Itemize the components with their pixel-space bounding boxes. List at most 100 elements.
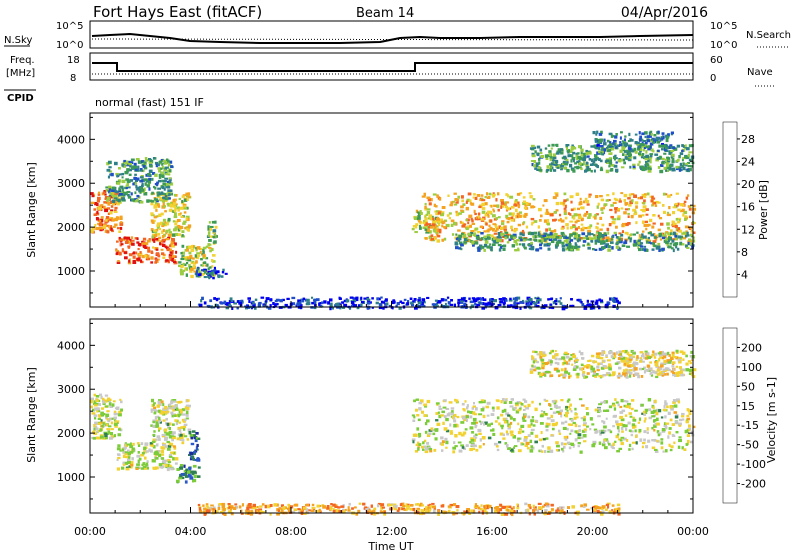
scatter-cell (129, 450, 134, 454)
scatter-cell (618, 238, 622, 242)
scatter-cell (690, 350, 693, 354)
scatter-cell (128, 163, 132, 166)
scatter-cell (616, 361, 620, 364)
scatter-cell (183, 211, 187, 214)
scatter-cell (261, 511, 265, 514)
scatter-cell (107, 425, 112, 428)
scatter-cell (110, 225, 113, 229)
scatter-cell (537, 233, 541, 236)
scatter-cell (661, 132, 665, 135)
scatter-cell (497, 216, 501, 219)
scatter-cell (224, 302, 229, 306)
scatter-cell (645, 248, 649, 252)
scatter-cell (151, 403, 154, 408)
scatter-cell (182, 433, 185, 437)
scatter-cell (680, 415, 685, 418)
scatter-cell (562, 202, 566, 205)
scatter-cell (512, 236, 517, 239)
scatter-cell (603, 148, 607, 152)
scatter-cell (561, 362, 565, 366)
scatter-cell (529, 147, 533, 150)
scatter-cell (135, 158, 140, 161)
scatter-cell (485, 506, 489, 510)
scatter-cell (505, 214, 509, 219)
scatter-cell (129, 179, 133, 182)
scatter-cell (500, 232, 505, 236)
scatter-cell (575, 152, 579, 156)
scatter-cell (588, 158, 591, 161)
scatter-cell (643, 195, 647, 199)
scatter-cell (172, 202, 177, 206)
scatter-cell (533, 164, 536, 168)
scatter-cell (165, 417, 168, 421)
scatter-cell (675, 217, 678, 221)
nsky-trace (91, 32, 694, 44)
scatter-cell (502, 437, 506, 440)
scatter-cell (653, 236, 657, 239)
scatter-cell (166, 180, 170, 184)
scatter-cell (486, 196, 491, 199)
scatter-cell (171, 243, 174, 246)
scatter-cell (563, 155, 567, 159)
scatter-cell (631, 399, 635, 402)
scatter-cell (684, 232, 689, 236)
scatter-cell (140, 442, 144, 446)
scatter-cell (469, 440, 472, 444)
scatter-cell (115, 249, 118, 252)
scatter-cell (148, 238, 151, 241)
scatter-cell (576, 416, 579, 419)
scatter-cell (417, 298, 421, 303)
scatter-cell (687, 439, 690, 443)
scatter-cell (495, 445, 499, 448)
scatter-cell (688, 167, 692, 172)
scatter-cell (674, 415, 679, 419)
scatter-cell (559, 297, 562, 300)
scatter-cell (148, 187, 151, 191)
scatter-cell (599, 144, 604, 148)
scatter-cell (116, 190, 119, 194)
scatter-cell (146, 467, 149, 470)
scatter-cell (517, 201, 520, 205)
scatter-cell (574, 245, 578, 250)
nsearch-label: N.Search (746, 30, 791, 41)
scatter-cell (316, 298, 320, 302)
scatter-cell (654, 362, 659, 366)
scatter-cell (601, 374, 604, 378)
scatter-cell (684, 218, 687, 221)
scatter-cell (499, 300, 503, 304)
scatter-cell (165, 192, 169, 195)
scatter-cell (117, 420, 120, 423)
scatter-cell (589, 224, 593, 228)
scatter-cell (680, 203, 683, 207)
scatter-cell (99, 435, 104, 439)
scatter-cell (108, 398, 112, 401)
scatter-cell (605, 417, 608, 420)
scatter-cell (572, 159, 575, 163)
scatter-cell (563, 199, 567, 202)
scatter-cell (655, 375, 659, 379)
scatter-cell (558, 165, 562, 169)
scatter-cell (451, 416, 455, 419)
scatter-cell (640, 238, 643, 241)
scatter-cell (645, 227, 648, 231)
scatter-cell (635, 239, 638, 243)
scatter-cell (522, 239, 526, 242)
scatter-cell (646, 192, 650, 196)
scatter-cell (511, 214, 515, 217)
scatter-cell (108, 194, 111, 197)
scatter-cell (525, 441, 530, 445)
scatter-cell (314, 303, 317, 307)
scatter-cell (473, 444, 477, 448)
scatter-cell (676, 167, 679, 171)
scatter-cell (597, 237, 600, 241)
scatter-cell (598, 352, 602, 355)
scatter-cell (125, 467, 130, 471)
scatter-cell (486, 423, 491, 427)
scatter-cell (643, 146, 647, 150)
scatter-cell (459, 220, 462, 224)
scatter-cell (625, 372, 628, 376)
scatter-cell (549, 213, 554, 217)
scatter-cell (621, 140, 624, 143)
scatter-cell (157, 195, 161, 198)
scatter-cell (568, 248, 571, 252)
